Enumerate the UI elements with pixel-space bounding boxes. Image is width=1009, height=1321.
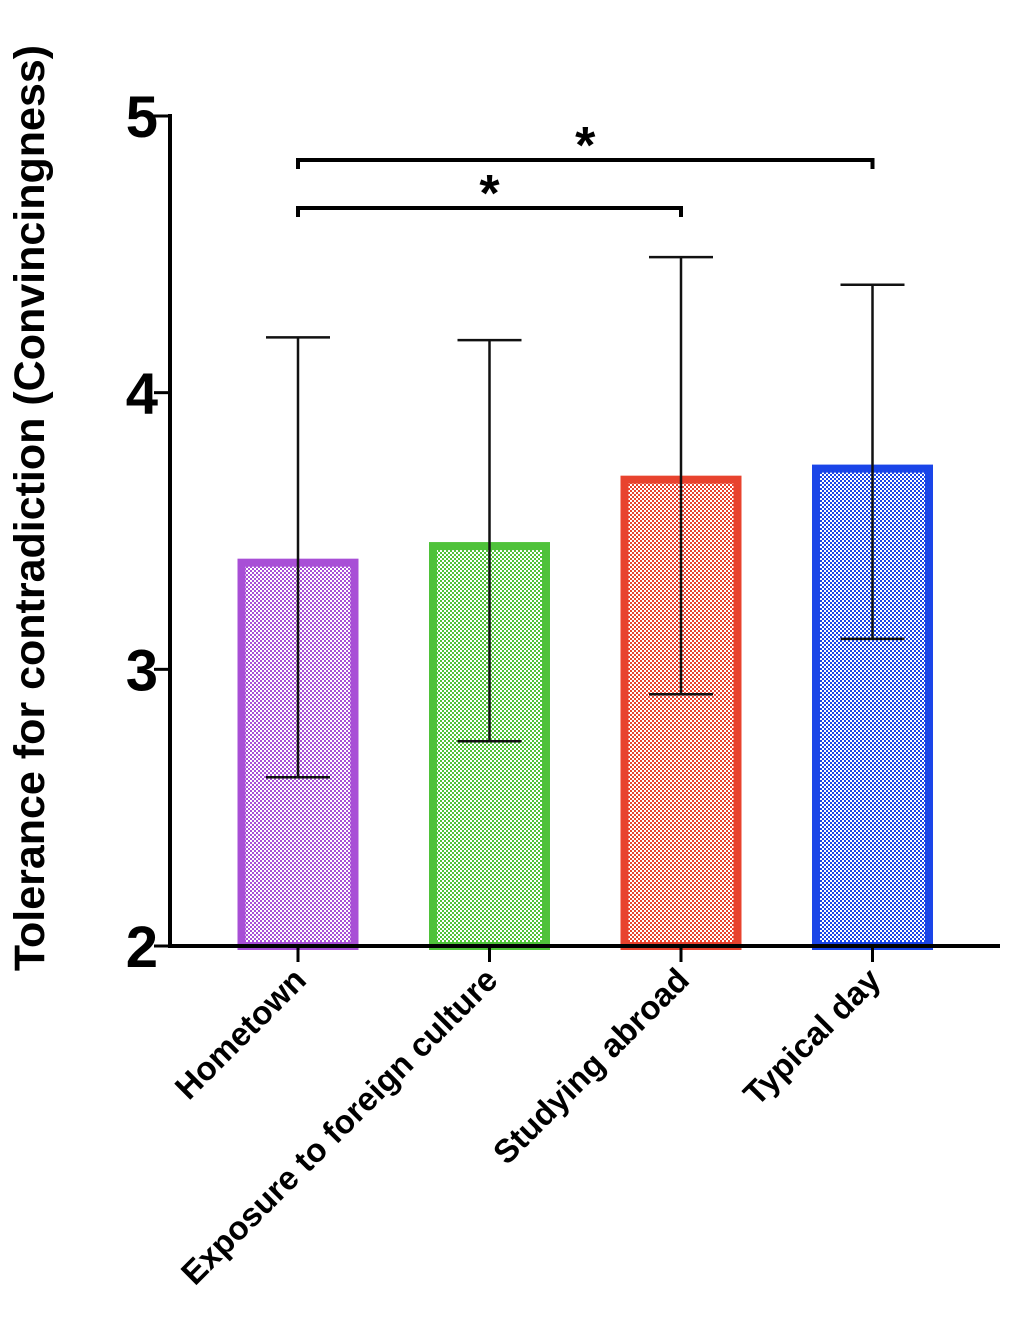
significance-star: * bbox=[575, 117, 596, 175]
x-tick-label-exposure-to-foreign-culture: Exposure to foreign culture bbox=[174, 961, 505, 1292]
significance-bracket-2: * bbox=[296, 117, 875, 175]
significance-star: * bbox=[479, 165, 500, 223]
x-tick-label-typical-day: Typical day bbox=[736, 960, 888, 1112]
y-tick-label-5: 5 bbox=[126, 85, 158, 150]
significance-line bbox=[296, 206, 683, 217]
x-tick-label-hometown: Hometown bbox=[168, 961, 313, 1106]
error-bar-hometown bbox=[266, 336, 330, 779]
y-tick-label-4: 4 bbox=[126, 362, 158, 427]
x-tick-label-studying-abroad: Studying abroad bbox=[486, 961, 696, 1171]
error-bar-typical-day bbox=[840, 283, 905, 641]
y-axis-title: Tolerance for contradiction (Convincingn… bbox=[6, 45, 54, 971]
y-tick-label-2: 2 bbox=[126, 915, 158, 980]
bar-typical-day bbox=[812, 464, 933, 950]
y-tick-label-3: 3 bbox=[126, 638, 158, 703]
significance-line bbox=[296, 158, 875, 169]
error-bar-studying-abroad bbox=[649, 255, 713, 696]
error-bar-exposure-to-foreign-culture bbox=[457, 338, 522, 743]
significance-bracket-1: * bbox=[296, 165, 683, 223]
